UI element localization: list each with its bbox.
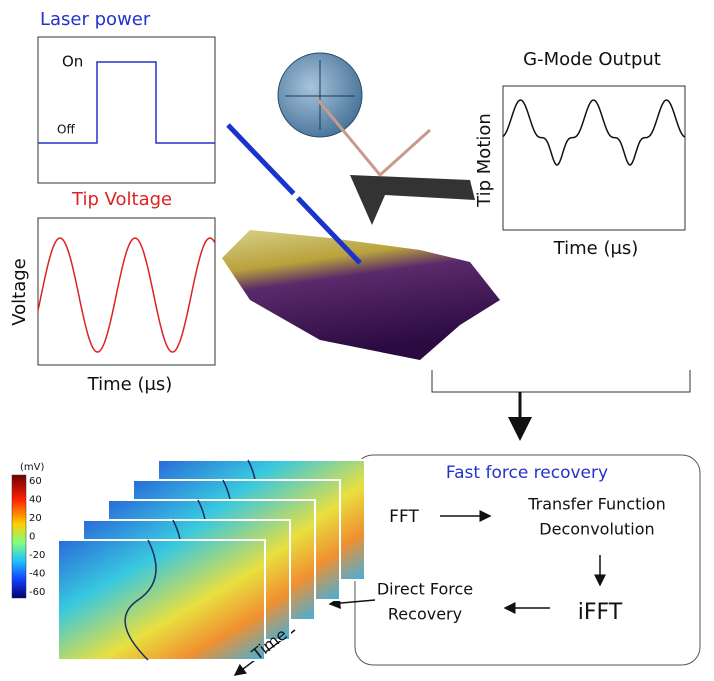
colorbar-tick: 0 (29, 532, 35, 543)
laser-frame (37, 36, 216, 184)
colorbar-tick: 60 (29, 476, 42, 487)
step: iFFT (578, 600, 623, 625)
label: Off (57, 123, 75, 137)
axis-label: Tip Motion (474, 113, 495, 208)
title: G-Mode Output (523, 49, 661, 70)
step: Recovery (388, 605, 462, 624)
output-trace (502, 99, 686, 166)
box-title: Fast force recovery (446, 463, 608, 483)
step: Direct Force (377, 580, 473, 599)
colorbar-tick: 20 (29, 513, 42, 524)
title: Tip Voltage (71, 189, 172, 210)
cantilever (350, 175, 475, 225)
force-map (57, 539, 266, 661)
axis-label: Voltage (9, 258, 30, 326)
reflected-beam (316, 99, 432, 178)
recovery-frame (354, 454, 701, 666)
colorbar-unit: (mV) (20, 462, 44, 473)
colorbar-tick: -40 (29, 569, 45, 580)
step: Transfer Function (527, 495, 665, 514)
colorbar (11, 474, 27, 599)
colorbar-tick: -60 (29, 587, 45, 598)
step: FFT (389, 507, 419, 527)
axis-label: Time (μs) (87, 374, 173, 395)
bracket (431, 370, 691, 393)
label: On (62, 53, 83, 71)
output-frame (502, 85, 686, 231)
voltage-trace (37, 237, 216, 353)
photodiode-quadrants (285, 60, 355, 130)
map-feature (124, 539, 157, 661)
colorbar-tick: 40 (29, 495, 42, 506)
laser-trace (38, 61, 215, 144)
arrow (328, 597, 376, 610)
title: Laser power (40, 9, 151, 30)
voltage-frame (37, 217, 216, 366)
afm-surface (222, 230, 500, 360)
colorbar-tick: -20 (29, 550, 45, 561)
axis-label: Time (μs) (553, 238, 639, 259)
laser-beam (226, 123, 362, 265)
step: Deconvolution (539, 520, 654, 539)
artwork (11, 36, 701, 676)
